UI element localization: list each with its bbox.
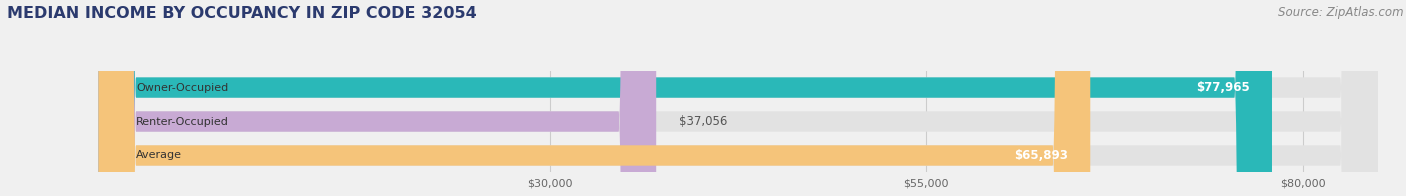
Text: Source: ZipAtlas.com: Source: ZipAtlas.com (1278, 6, 1403, 19)
FancyBboxPatch shape (98, 0, 1378, 196)
FancyBboxPatch shape (98, 0, 657, 196)
Text: $37,056: $37,056 (679, 115, 727, 128)
Text: MEDIAN INCOME BY OCCUPANCY IN ZIP CODE 32054: MEDIAN INCOME BY OCCUPANCY IN ZIP CODE 3… (7, 6, 477, 21)
FancyBboxPatch shape (98, 0, 1378, 196)
FancyBboxPatch shape (98, 0, 1272, 196)
Text: $77,965: $77,965 (1195, 81, 1250, 94)
FancyBboxPatch shape (98, 0, 1378, 196)
Text: Owner-Occupied: Owner-Occupied (136, 83, 228, 93)
Text: $65,893: $65,893 (1014, 149, 1067, 162)
Text: Average: Average (136, 151, 181, 161)
Text: Renter-Occupied: Renter-Occupied (136, 116, 229, 127)
FancyBboxPatch shape (98, 0, 1090, 196)
